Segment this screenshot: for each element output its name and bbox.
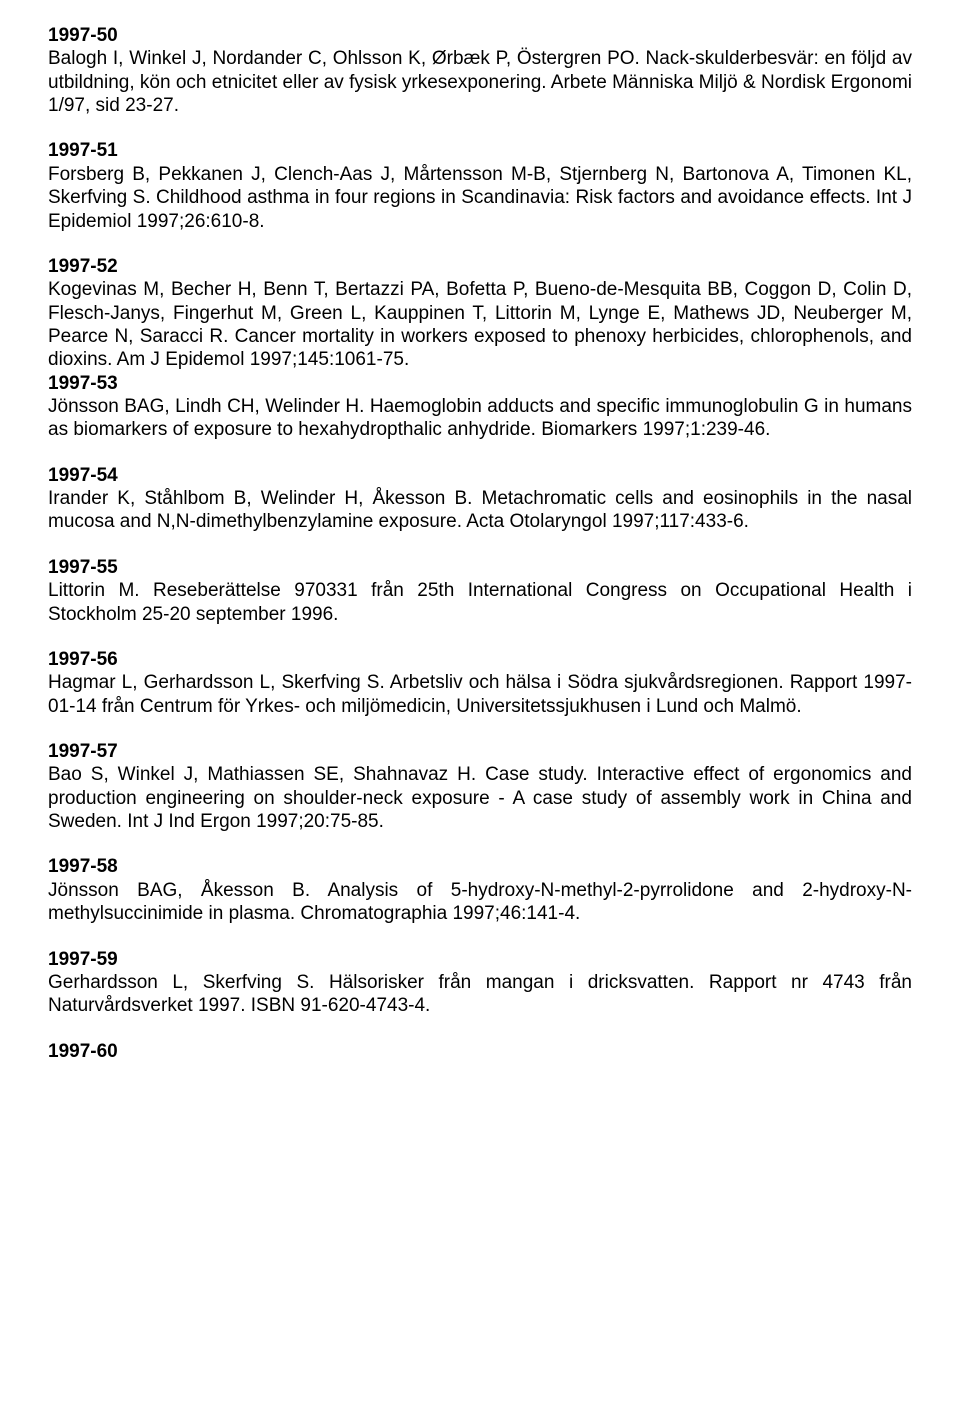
reference-entry: 1997-50Balogh I, Winkel J, Nordander C, … bbox=[48, 24, 912, 117]
reference-id: 1997-51 bbox=[48, 139, 912, 162]
reference-entry: 1997-51Forsberg B, Pekkanen J, Clench-Aa… bbox=[48, 139, 912, 232]
reference-entry: 1997-59Gerhardsson L, Skerfving S. Hälso… bbox=[48, 948, 912, 1018]
reference-text: Gerhardsson L, Skerfving S. Hälsorisker … bbox=[48, 971, 912, 1018]
reference-id: 1997-55 bbox=[48, 556, 912, 579]
reference-entry: 1997-55Littorin M. Reseberättelse 970331… bbox=[48, 556, 912, 626]
reference-list: 1997-50Balogh I, Winkel J, Nordander C, … bbox=[48, 24, 912, 1063]
reference-id: 1997-57 bbox=[48, 740, 912, 763]
reference-id: 1997-54 bbox=[48, 464, 912, 487]
reference-id: 1997-53 bbox=[48, 372, 912, 395]
reference-id: 1997-56 bbox=[48, 648, 912, 671]
reference-entry: 1997-57Bao S, Winkel J, Mathiassen SE, S… bbox=[48, 740, 912, 833]
reference-entry: 1997-54Irander K, Ståhlbom B, Welinder H… bbox=[48, 464, 912, 534]
reference-entry: 1997-60 bbox=[48, 1040, 912, 1063]
reference-entry: 1997-53Jönsson BAG, Lindh CH, Welinder H… bbox=[48, 372, 912, 442]
reference-id: 1997-58 bbox=[48, 855, 912, 878]
reference-id: 1997-50 bbox=[48, 24, 912, 47]
reference-text: Littorin M. Reseberättelse 970331 från 2… bbox=[48, 579, 912, 626]
reference-id: 1997-59 bbox=[48, 948, 912, 971]
reference-text: Jönsson BAG, Åkesson B. Analysis of 5-hy… bbox=[48, 879, 912, 926]
reference-text: Bao S, Winkel J, Mathiassen SE, Shahnava… bbox=[48, 763, 912, 833]
reference-text: Kogevinas M, Becher H, Benn T, Bertazzi … bbox=[48, 278, 912, 371]
reference-text: Forsberg B, Pekkanen J, Clench-Aas J, Må… bbox=[48, 163, 912, 233]
reference-entry: 1997-58Jönsson BAG, Åkesson B. Analysis … bbox=[48, 855, 912, 925]
reference-text: Jönsson BAG, Lindh CH, Welinder H. Haemo… bbox=[48, 395, 912, 442]
reference-id: 1997-60 bbox=[48, 1040, 912, 1063]
reference-entry: 1997-52Kogevinas M, Becher H, Benn T, Be… bbox=[48, 255, 912, 372]
reference-text: Irander K, Ståhlbom B, Welinder H, Åkess… bbox=[48, 487, 912, 534]
reference-text: Hagmar L, Gerhardsson L, Skerfving S. Ar… bbox=[48, 671, 912, 718]
reference-text: Balogh I, Winkel J, Nordander C, Ohlsson… bbox=[48, 47, 912, 117]
reference-id: 1997-52 bbox=[48, 255, 912, 278]
reference-entry: 1997-56Hagmar L, Gerhardsson L, Skerfvin… bbox=[48, 648, 912, 718]
